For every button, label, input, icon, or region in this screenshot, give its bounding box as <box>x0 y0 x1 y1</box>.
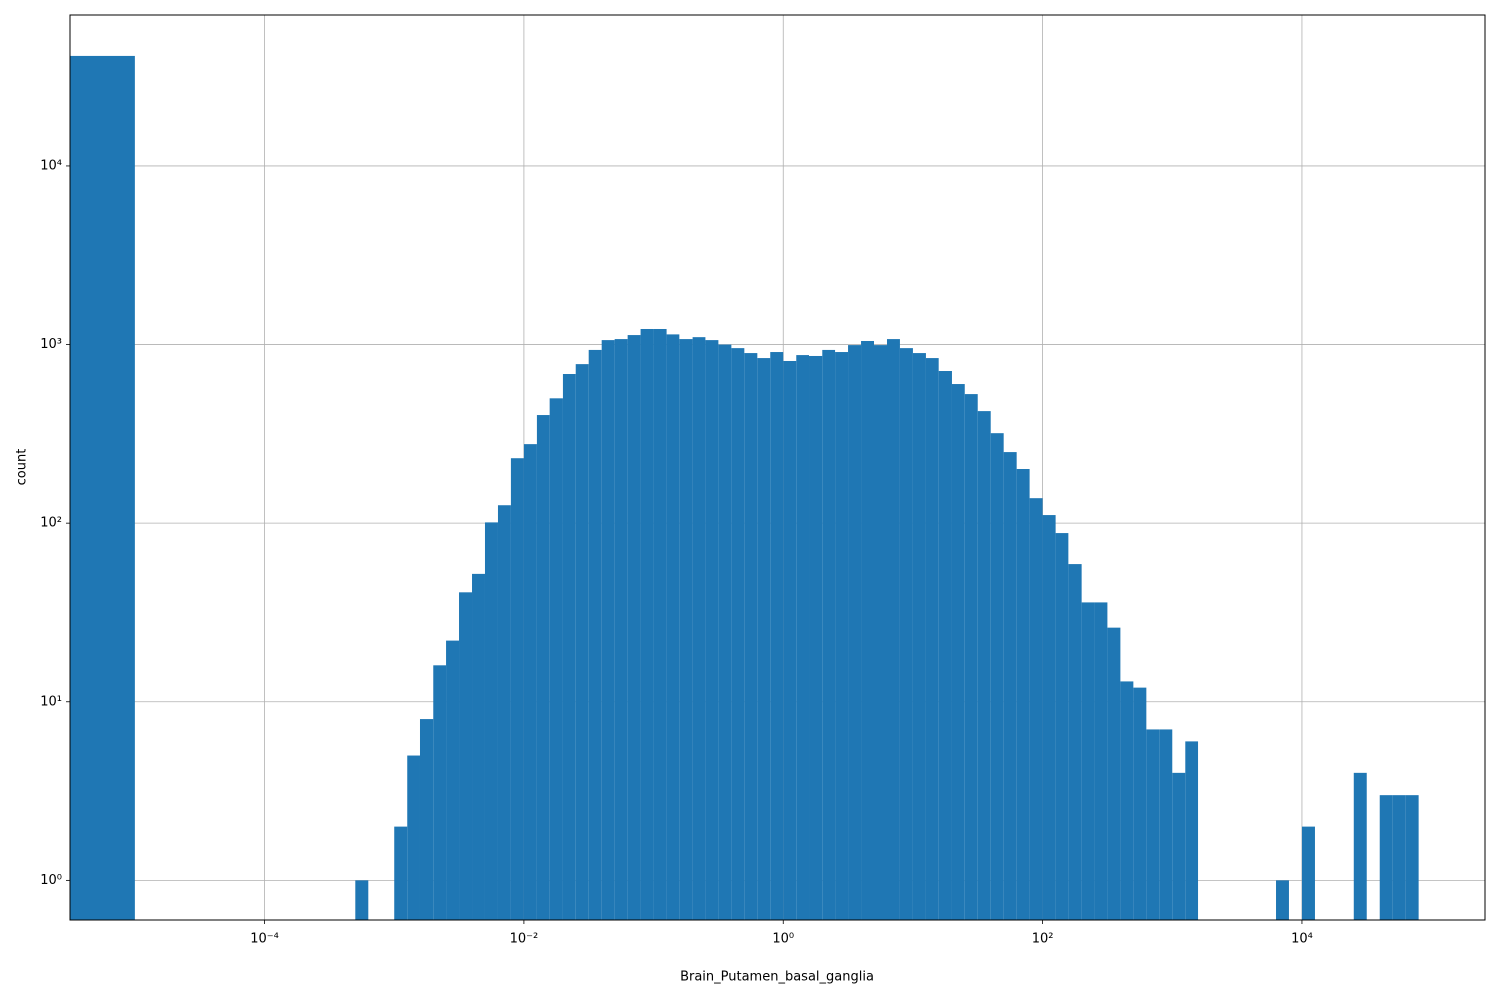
bar <box>394 826 408 920</box>
bar <box>666 334 680 920</box>
x-axis-label: Brain_Putamen_basal_ganglia <box>680 970 874 985</box>
bar <box>549 398 563 921</box>
bar <box>835 352 849 920</box>
bar <box>951 384 965 921</box>
bar <box>1055 533 1069 920</box>
x-tick-label: 10² <box>1032 932 1054 947</box>
bar <box>718 344 732 920</box>
bar <box>809 355 823 920</box>
bar <box>1016 469 1030 920</box>
bar <box>861 340 875 920</box>
bar <box>1405 795 1419 920</box>
bar <box>679 339 693 920</box>
bar <box>977 411 991 920</box>
bar <box>575 364 589 920</box>
bar <box>783 360 797 920</box>
bar <box>407 755 420 920</box>
y-tick-label: 10¹ <box>40 694 62 709</box>
bar <box>355 880 369 920</box>
x-tick-label: 10⁻⁴ <box>250 932 279 947</box>
bar <box>692 337 706 920</box>
bar <box>990 433 1004 920</box>
bar <box>588 349 602 920</box>
bar <box>653 328 667 920</box>
bar <box>1094 602 1108 920</box>
bar <box>1120 681 1134 920</box>
bar <box>1042 515 1056 920</box>
bar <box>497 505 511 920</box>
bar <box>446 640 460 920</box>
bar <box>510 458 524 920</box>
bar <box>627 335 641 920</box>
bar <box>1081 602 1095 920</box>
bar <box>848 345 862 920</box>
bar <box>1107 627 1121 920</box>
bar <box>536 415 550 920</box>
bar <box>938 371 952 920</box>
bar <box>1003 452 1017 920</box>
bar <box>886 339 900 920</box>
bar <box>899 348 913 921</box>
bar <box>1172 772 1186 920</box>
plot-frame <box>69 14 1486 921</box>
bar <box>484 522 498 920</box>
bar <box>796 355 810 920</box>
y-tick-label: 10² <box>40 516 62 531</box>
bar <box>562 374 576 920</box>
bar <box>874 345 887 920</box>
bar <box>1159 729 1173 920</box>
x-tick-label: 10⁻² <box>510 932 539 947</box>
bar <box>1068 564 1082 920</box>
bar <box>1146 729 1160 920</box>
bar <box>459 592 473 920</box>
bar <box>1301 826 1315 920</box>
x-tick-label: 10⁴ <box>1291 932 1313 947</box>
bar <box>757 358 771 920</box>
bar <box>1029 498 1043 920</box>
bar <box>70 55 135 920</box>
bar <box>1353 772 1367 920</box>
y-axis-label: count <box>15 449 30 486</box>
y-tick-label: 10⁴ <box>40 158 62 173</box>
bar <box>1133 687 1147 920</box>
bar <box>433 665 447 920</box>
y-tick-label: 10⁰ <box>40 873 62 888</box>
bar <box>419 719 434 920</box>
bar <box>1379 795 1393 920</box>
bar <box>523 444 537 920</box>
bar <box>964 394 978 921</box>
bar <box>731 348 745 921</box>
y-tick-label: 10³ <box>40 337 62 352</box>
bar <box>472 573 485 920</box>
bar <box>822 349 836 920</box>
bar <box>601 340 615 920</box>
bar <box>925 358 939 920</box>
bar <box>744 353 758 920</box>
bar <box>640 328 654 920</box>
bar <box>912 353 926 920</box>
bar <box>705 340 719 920</box>
x-tick-label: 10⁰ <box>772 932 794 947</box>
bar <box>1392 795 1406 920</box>
bar <box>1185 741 1199 920</box>
bar <box>614 339 628 920</box>
bar <box>770 352 784 920</box>
bar <box>1276 880 1289 920</box>
